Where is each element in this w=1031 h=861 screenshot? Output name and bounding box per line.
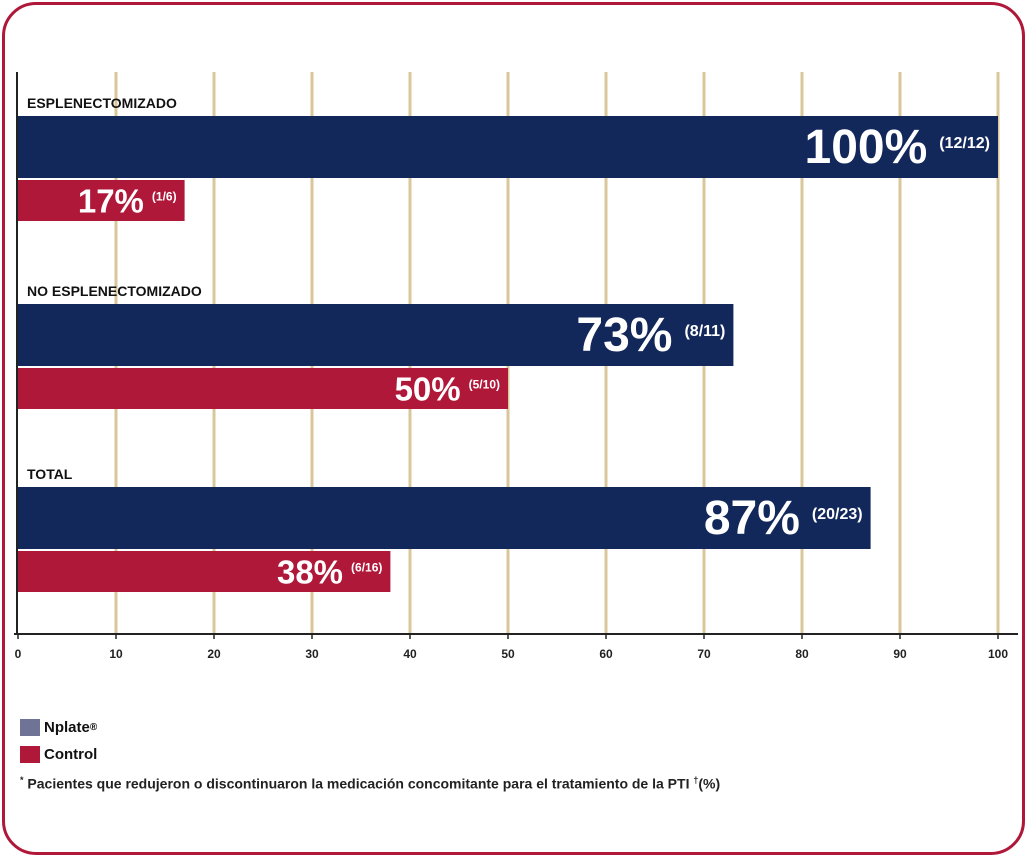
tick-label-20: 20 [207,647,221,661]
bar-pct-2-0: 87% [704,492,800,545]
bar-nplate-0 [18,116,998,178]
tick-label-80: 80 [795,647,809,661]
bar-count-0-0: (12/12) [939,135,990,152]
tick-label-0: 0 [15,647,22,661]
bar-control-2 [18,551,391,592]
bar-count-1-0: (8/11) [684,323,725,340]
bar-value-label-nplate-0: 100% (12/12) [805,121,990,174]
legend-item-nplate: Nplate ® [20,716,97,738]
bar-value-label-control-2: 38% (6/16) [277,553,382,590]
bar-control-1 [18,368,508,409]
bar-count-2-0: (20/23) [812,506,863,523]
legend-item-control: Control [20,743,97,765]
legend-sup-nplate: ® [89,721,98,733]
legend-label-control: Control [44,745,98,763]
bar-value-label-nplate-2: 87% (20/23) [704,492,863,545]
tick-label-70: 70 [697,647,711,661]
footnote-star: * [20,775,24,785]
bar-value-label-control-1: 50% (5/10) [395,370,500,407]
bar-nplate-2 [18,487,871,549]
bar-nplate-1 [18,304,734,366]
group-label-1: NO ESPLENECTOMIZADO [27,283,202,299]
footnote-dagger: † [693,775,699,785]
tick-label-30: 30 [305,647,319,661]
tick-label-90: 90 [893,647,907,661]
legend-swatch-nplate [20,718,40,736]
bar-chart: 0 10 20 30 40 50 60 70 80 90 100 ESPLENECTOMIZADO 10… [14,72,1018,661]
tick-label-10: 10 [109,647,123,661]
bar-value-label-nplate-1: 73% (8/11) [576,309,725,362]
bar-pct-1-1: 50% [395,370,461,407]
bar-pct-0-1: 17% [78,182,144,219]
group-label-0: ESPLENECTOMIZADO [27,95,177,111]
bar-control-0 [18,180,185,221]
bar-count-2-1: (6/16) [351,561,382,575]
legend-swatch-control [20,745,40,763]
bar-pct-2-1: 38% [277,553,343,590]
bar-count-1-1: (5/10) [469,378,500,392]
legend-label-nplate: Nplate [44,718,90,736]
bar-pct-1-0: 73% [576,309,672,362]
group-label-2: TOTAL [27,466,73,482]
legend: Nplate ® Control [20,716,97,770]
tick-label-50: 50 [501,647,515,661]
bar-value-label-control-0: 17% (1/6) [78,182,177,219]
tick-label-40: 40 [403,647,417,661]
footnote-unit: (%) [698,775,721,792]
bar-pct-0-0: 100% [805,121,928,174]
bar-count-0-1: (1/6) [152,190,177,204]
footnote-text: Pacientes que redujeron o discontinuaron… [27,775,690,792]
footnote: * Pacientes que redujeron o discontinuar… [20,775,720,792]
tick-label-60: 60 [599,647,613,661]
tick-label-100: 100 [988,647,1008,661]
